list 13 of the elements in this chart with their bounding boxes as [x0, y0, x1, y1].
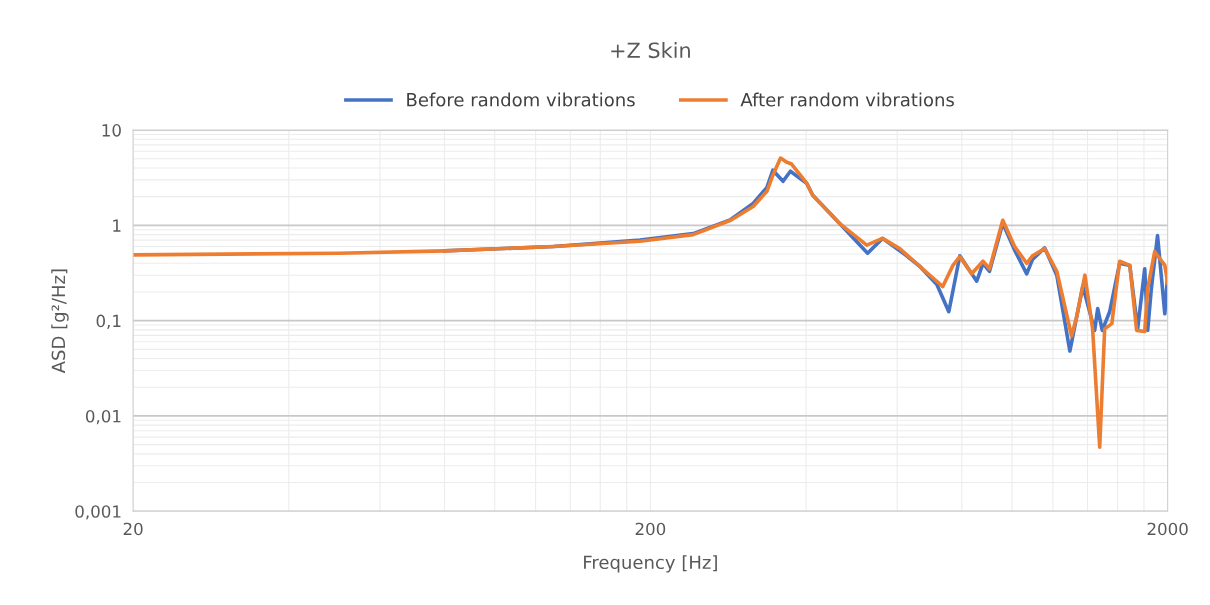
chart-title: +Z Skin [611, 42, 690, 59]
legend-label: After random vibrations [740, 92, 954, 107]
x-axis-title: Frequency [Hz] [584, 555, 717, 573]
y-tick-label: 0,1 [96, 314, 121, 329]
y-tick-label: 1 [113, 219, 121, 232]
x-tick-label: 200 [635, 522, 666, 536]
y-tick-label: 0,001 [75, 505, 121, 520]
y-tick-label: 10 [102, 124, 121, 137]
y-axis-title: ASD [g²/Hz] [51, 269, 69, 374]
y-tick-label: 0,01 [85, 409, 121, 425]
x-tick-label: 20 [123, 522, 143, 536]
legend-label: Before random vibrations [407, 92, 635, 107]
x-tick-label: 2000 [1147, 522, 1188, 536]
